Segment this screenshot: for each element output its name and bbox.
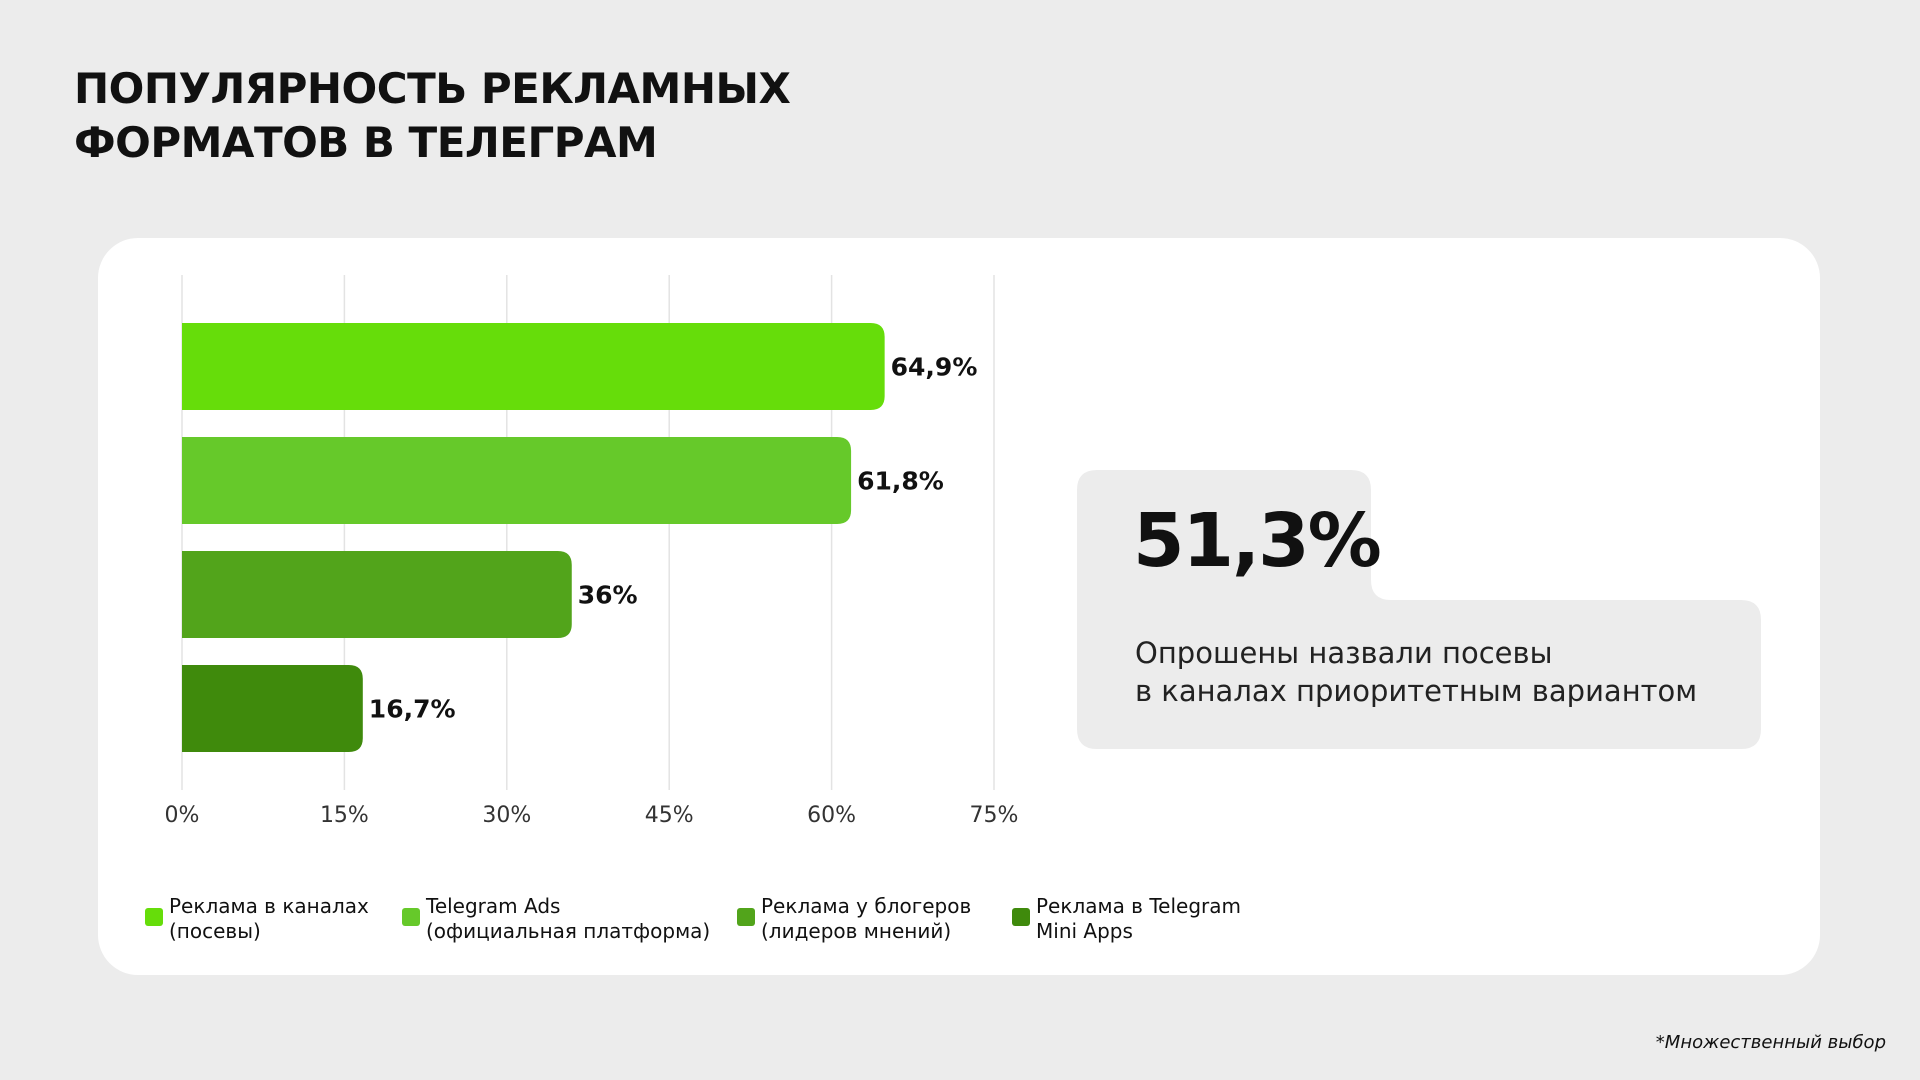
legend-entry: Реклама у блогеров (лидеров мнений) [737, 894, 971, 944]
x-tick-label: 30% [482, 803, 531, 828]
legend-label: Реклама в каналах (посевы) [169, 894, 369, 943]
chart-title: ПОПУЛЯРНОСТЬ РЕКЛАМНЫХ ФОРМАТОВ В ТЕЛЕГР… [74, 64, 791, 167]
bar [182, 665, 363, 752]
legend-swatch [145, 908, 163, 926]
legend-label: Telegram Ads (официальная платформа) [426, 894, 711, 943]
legend-entry: Telegram Ads (официальная платформа) [402, 894, 710, 944]
bar [182, 323, 885, 410]
annotation-text: Опрошены назвали посевы в каналах приори… [1135, 636, 1698, 708]
callout-box [1077, 470, 1761, 749]
legend-swatch [402, 908, 420, 926]
value-label: 61,8% [857, 467, 944, 496]
legend-label: Реклама у блогеров (лидеров мнений) [761, 894, 972, 943]
x-tick-label: 0% [165, 803, 200, 828]
legend-swatch [737, 908, 755, 926]
x-tick-label: 60% [807, 803, 856, 828]
x-tick-label: 45% [645, 803, 694, 828]
footnote: *Множественный выбор [1655, 1032, 1886, 1053]
x-tick-label: 15% [320, 803, 369, 828]
value-label: 36% [578, 581, 638, 610]
value-label: 16,7% [369, 695, 456, 724]
legend-entry: Реклама в каналах (посевы) [145, 894, 369, 944]
x-tick-label: 75% [970, 803, 1019, 828]
bar [182, 551, 572, 638]
legend-label: Реклама в Telegram Mini Apps [1036, 894, 1241, 943]
bar [182, 437, 852, 524]
value-label: 64,9% [891, 353, 978, 382]
card [98, 238, 1820, 975]
annotation-headline: 51,3% [1133, 498, 1382, 584]
legend-swatch [1012, 908, 1030, 926]
legend-entry: Реклама в Telegram Mini Apps [1012, 894, 1241, 944]
